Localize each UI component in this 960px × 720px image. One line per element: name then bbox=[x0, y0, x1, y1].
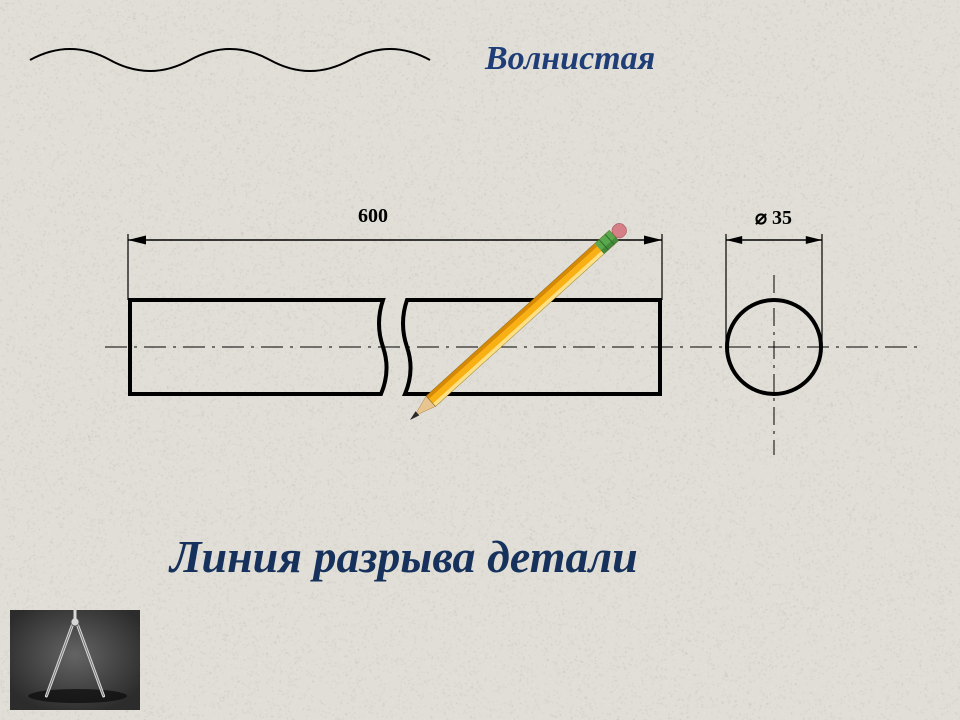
caption-text: Линия разрыва детали bbox=[170, 530, 638, 583]
diameter-dimension: ⌀ 35 bbox=[755, 205, 792, 230]
title-text: Волнистая bbox=[485, 40, 655, 78]
length-dimension: 600 bbox=[358, 205, 388, 228]
technical-drawing bbox=[0, 0, 960, 720]
wavy-line-sample bbox=[30, 49, 430, 71]
compass-thumbnail bbox=[10, 610, 140, 710]
end-view-circle bbox=[727, 275, 821, 455]
